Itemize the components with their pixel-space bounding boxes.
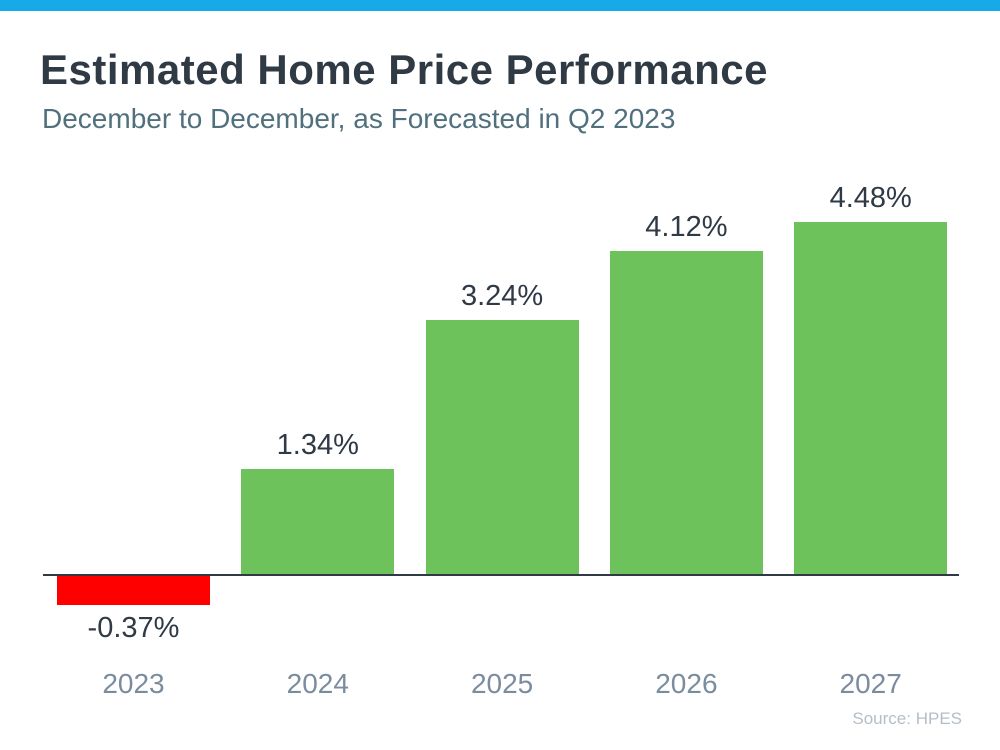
top-accent-bar [0, 0, 1000, 11]
x-tick-label-2024: 2024 [286, 668, 349, 699]
bar-2027 [794, 222, 948, 574]
x-tick-label-2023: 2023 [102, 668, 165, 699]
page-title: Estimated Home Price Performance [40, 46, 768, 93]
bar-2025 [425, 319, 579, 574]
x-tick-label-2027: 2027 [839, 668, 902, 699]
value-label-2023: -0.37% [87, 612, 180, 645]
bar-2023 [57, 576, 210, 606]
value-label-2024: 1.34% [276, 428, 359, 461]
value-label-2026: 4.12% [645, 210, 728, 243]
value-label-2027: 4.48% [829, 182, 912, 215]
page-subtitle: December to December, as Forecasted in Q… [42, 103, 676, 134]
bar-2024 [241, 468, 395, 574]
source-label: Source: HPES [852, 709, 962, 728]
value-label-2025: 3.24% [460, 279, 544, 312]
x-tick-label-2026: 2026 [655, 668, 718, 699]
x-axis-line [43, 574, 959, 576]
bar-2026 [609, 250, 763, 574]
x-tick-label-2025: 2025 [470, 668, 534, 699]
